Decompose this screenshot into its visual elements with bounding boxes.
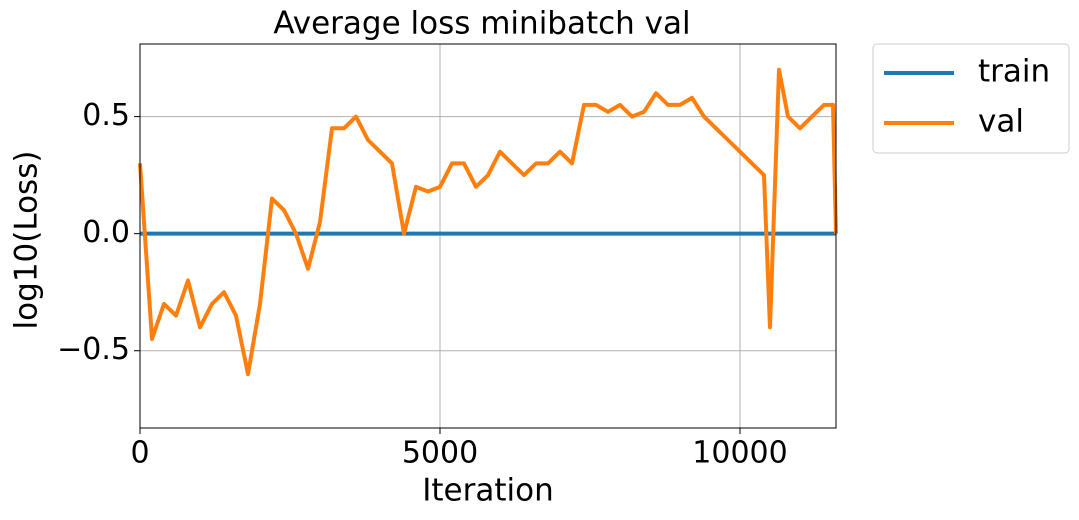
data-line xyxy=(138,67,838,377)
y-tick-label: 0.0 xyxy=(82,215,130,250)
plot-frame xyxy=(139,43,837,429)
y-tick-label: 0.5 xyxy=(82,98,130,133)
legend-label: val xyxy=(978,104,1024,140)
x-tick-label: 5000 xyxy=(402,436,478,471)
y-axis-label: log10(Loss) xyxy=(9,151,45,330)
legend: train val xyxy=(872,43,1070,154)
x-tick-label: 0 xyxy=(130,436,149,471)
chart-title: Average loss minibatch val xyxy=(273,6,690,42)
x-tick-label: 10000 xyxy=(692,436,787,471)
legend-label: train xyxy=(978,54,1050,90)
y-tick-label: −0.5 xyxy=(57,332,130,367)
x-axis-label: Iteration xyxy=(422,473,554,509)
